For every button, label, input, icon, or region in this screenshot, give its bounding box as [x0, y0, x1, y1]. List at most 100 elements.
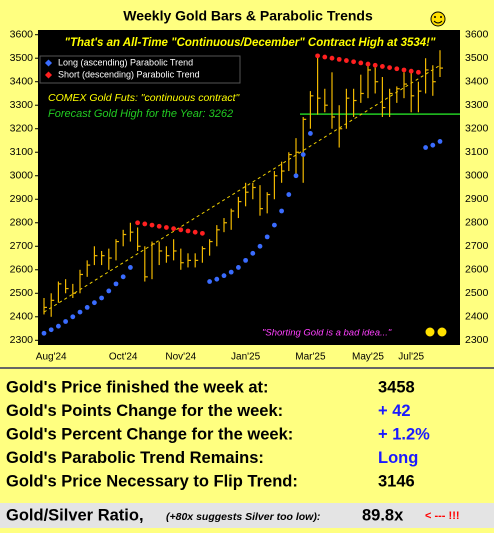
sar-dot: [120, 274, 126, 280]
ratio-value: 89.8x: [362, 506, 404, 524]
y-tick-label: 2300: [10, 334, 34, 346]
y-tick-label: 3300: [10, 99, 34, 111]
y2-tick-label: 3100: [465, 146, 489, 158]
y2-tick-label: 3300: [465, 99, 489, 111]
y2-tick-label: 3600: [465, 28, 489, 40]
y-tick-label: 2600: [10, 264, 34, 276]
row-value: 3146: [378, 472, 415, 490]
sar-dot: [135, 220, 141, 226]
row-label: Gold's Price Necessary to Flip Trend:: [6, 472, 298, 490]
sar-dot: [70, 314, 76, 320]
legend-label: Short (descending) Parabolic Trend: [58, 69, 200, 79]
sar-dot: [300, 152, 306, 157]
sar-dot: [243, 257, 249, 263]
ratio-row-background: [0, 503, 494, 528]
y-tick-label: 2800: [10, 217, 34, 229]
y-tick-label: 3200: [10, 123, 34, 135]
y-tick-label: 3500: [10, 52, 34, 64]
y2-tick-label: 3400: [465, 75, 489, 87]
sar-dot: [279, 208, 284, 214]
sar-dot: [127, 265, 133, 270]
sar-dot: [207, 279, 213, 284]
y-tick-label: 3600: [10, 28, 34, 40]
y2-tick-label: 2800: [465, 217, 489, 229]
sar-dot: [228, 269, 234, 275]
sar-dot: [221, 273, 227, 279]
sar-dot: [344, 58, 349, 63]
sar-dot: [41, 330, 47, 336]
legend: [39, 55, 241, 84]
sar-dot: [250, 250, 256, 256]
sar-dot: [214, 276, 220, 282]
chart-title: Weekly Gold Bars & Parabolic Trends: [123, 8, 373, 24]
x-tick-label: May'25: [352, 352, 384, 363]
row-value: Long: [378, 449, 418, 467]
sar-dot: [365, 61, 371, 67]
sar-dot: [92, 300, 97, 306]
y2-tick-label: 2600: [465, 264, 489, 276]
sar-dot: [77, 309, 83, 315]
ratio-flag: < --- !!!: [425, 510, 460, 522]
sar-dot: [113, 281, 119, 287]
sar-dot: [416, 69, 421, 75]
sar-dot: [164, 225, 169, 230]
sar-dot: [387, 65, 392, 71]
row-label: Gold's Percent Change for the week:: [6, 425, 293, 443]
ratio-note: (+80x suggests Silver too low):: [166, 511, 320, 523]
smiley-icon: [430, 11, 446, 27]
sar-dot: [372, 62, 378, 68]
x-tick-label: Mar'25: [295, 352, 326, 363]
y2-tick-label: 2300: [465, 334, 489, 346]
sar-dot: [408, 68, 414, 74]
sar-dot: [380, 64, 385, 69]
y-tick-label: 2900: [10, 193, 34, 205]
sar-dot: [315, 53, 320, 59]
sar-dot: [192, 229, 198, 235]
sar-dot: [308, 131, 313, 136]
y2-tick-label: 3200: [465, 123, 489, 135]
sar-dot: [322, 54, 328, 60]
sar-dot: [358, 60, 364, 66]
sar-dot: [63, 319, 68, 324]
row-value: 3458: [378, 378, 415, 396]
sar-dot: [142, 221, 148, 227]
sar-dot: [286, 192, 292, 197]
sar-dot: [351, 59, 356, 65]
y-tick-label: 3000: [10, 170, 34, 182]
sar-dot: [257, 243, 263, 249]
row-label: Gold's Points Change for the week:: [6, 402, 283, 420]
headline: "That's an All-Time "Continuous/December…: [65, 37, 436, 49]
x-tick-label: Jul'25: [398, 352, 424, 363]
y-tick-label: 2500: [10, 287, 34, 299]
sar-dot: [293, 173, 299, 179]
sar-dot: [423, 145, 428, 150]
sar-dot: [336, 56, 342, 62]
sar-dot: [156, 223, 162, 229]
sar-dot: [84, 304, 90, 310]
y-tick-label: 2700: [10, 240, 34, 252]
sar-dot: [178, 227, 184, 233]
sar-dot: [394, 66, 400, 72]
ratio-label: Gold/Silver Ratio,: [6, 506, 144, 524]
y2-tick-label: 2900: [465, 193, 489, 205]
sar-dot: [185, 228, 191, 234]
sar-dot: [236, 265, 241, 270]
row-value: + 42: [378, 402, 411, 420]
x-tick-label: Jan'25: [231, 352, 261, 363]
row-value: + 1.2%: [378, 425, 430, 443]
smiley-icons: [424, 326, 448, 338]
sar-dot: [48, 327, 54, 333]
sar-dot: [200, 230, 205, 236]
sar-dot: [272, 222, 277, 228]
x-tick-label: Aug'24: [36, 352, 67, 363]
row-label: Gold's Price finished the week at:: [6, 378, 269, 396]
x-tick-label: Oct'24: [109, 352, 138, 363]
y2-tick-label: 2700: [465, 240, 489, 252]
y2-tick-label: 3000: [465, 170, 489, 182]
y-tick-label: 2400: [10, 311, 34, 323]
forecast-label: Forecast Gold High for the Year: 3262: [48, 108, 233, 120]
y2-tick-label: 3500: [465, 52, 489, 64]
y-tick-label: 3100: [10, 146, 34, 158]
